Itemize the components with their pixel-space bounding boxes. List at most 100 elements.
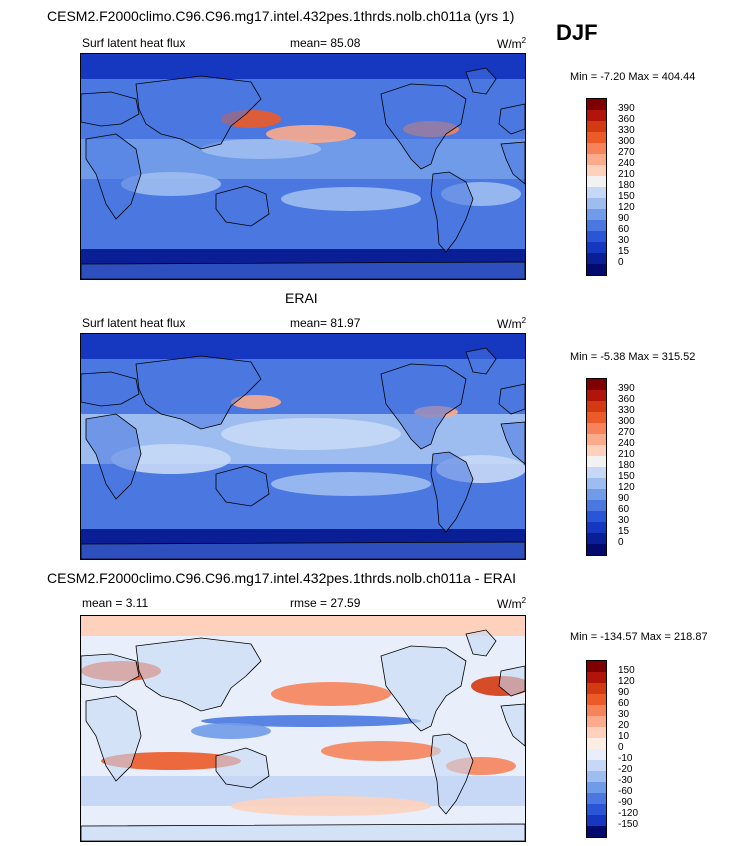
colorbar-tick-label: 0 xyxy=(618,257,624,268)
coastline xyxy=(430,171,474,253)
colorbar-swatch xyxy=(587,412,606,423)
colorbar-tick-label: 10 xyxy=(618,731,630,742)
colorbar-swatch xyxy=(587,705,606,716)
colorbar-tick-label: 90 xyxy=(618,687,630,698)
colorbar-tick-label: 390 xyxy=(618,103,635,114)
colorbar-tick-label: 360 xyxy=(618,394,635,405)
colorbar-swatch xyxy=(587,264,606,275)
colorbar-swatch xyxy=(587,489,606,500)
colorbar-tick-label: -30 xyxy=(618,775,633,786)
colorbar-swatch xyxy=(587,401,606,412)
colorbar-swatch xyxy=(587,716,606,727)
colorbar-tick-label: 90 xyxy=(618,213,630,224)
colorbar-tick-label: 240 xyxy=(618,158,635,169)
panel2-variable-label: Surf latent heat flux xyxy=(82,316,186,330)
colorbar-tick-label: -10 xyxy=(618,753,633,764)
coastline xyxy=(81,653,140,689)
coastline xyxy=(135,75,262,150)
panel3-colorbar xyxy=(586,660,607,838)
panel2-map xyxy=(80,333,526,560)
panel1-title: CESM2.F2000climo.C96.C96.mg17.intel.432p… xyxy=(47,8,515,24)
colorbar-swatch xyxy=(587,683,606,694)
coastline xyxy=(81,91,140,127)
flux-region xyxy=(271,472,431,496)
colorbar-swatch xyxy=(587,165,606,176)
colorbar-swatch xyxy=(587,154,606,165)
colorbar-swatch xyxy=(587,782,606,793)
coastline xyxy=(81,541,525,559)
panel3-units: W/m2 xyxy=(497,596,527,611)
coastline xyxy=(500,421,525,465)
colorbar-swatch xyxy=(587,694,606,705)
coastline xyxy=(498,103,525,135)
coastline xyxy=(215,465,270,507)
colorbar-tick-label: -60 xyxy=(618,786,633,797)
colorbar-swatch xyxy=(587,456,606,467)
colorbar-swatch xyxy=(587,110,606,121)
colorbar-swatch xyxy=(587,220,606,231)
colorbar-tick-label: -150 xyxy=(618,819,639,830)
colorbar-tick-label: 210 xyxy=(618,169,635,180)
panel3-map xyxy=(80,615,526,842)
colorbar-swatch xyxy=(587,132,606,143)
panel3-minmax: Min = -134.57 Max = 218.87 xyxy=(570,631,708,643)
colorbar-tick-label: -20 xyxy=(618,764,633,775)
coastline xyxy=(215,747,270,789)
coastline xyxy=(81,261,525,279)
colorbar-tick-label: 180 xyxy=(618,180,635,191)
colorbar-tick-label: 0 xyxy=(618,537,624,548)
coastline xyxy=(85,133,142,220)
coastline xyxy=(498,665,525,697)
colorbar-tick-label: 15 xyxy=(618,246,630,257)
panel2-mean-label: mean= 81.97 xyxy=(290,316,361,330)
panel1-mean-label: mean= 85.08 xyxy=(290,36,361,50)
flux-region xyxy=(201,715,421,727)
colorbar-tick-label: 270 xyxy=(618,147,635,158)
colorbar-swatch xyxy=(587,511,606,522)
colorbar-swatch xyxy=(587,771,606,782)
panel1-variable-label: Surf latent heat flux xyxy=(82,36,186,50)
colorbar-swatch xyxy=(587,804,606,815)
panel2-minmax: Min = -5.38 Max = 315.52 xyxy=(570,351,696,363)
colorbar-swatch xyxy=(587,738,606,749)
colorbar-swatch xyxy=(587,445,606,456)
colorbar-swatch xyxy=(587,423,606,434)
coastline xyxy=(380,83,467,170)
colorbar-swatch xyxy=(587,500,606,511)
colorbar-swatch xyxy=(587,826,606,837)
colorbar-swatch xyxy=(587,467,606,478)
colorbar-tick-label: 300 xyxy=(618,416,635,427)
coastline xyxy=(81,823,525,841)
colorbar-swatch xyxy=(587,379,606,390)
panel2-title: ERAI xyxy=(285,290,318,306)
colorbar-tick-label: -120 xyxy=(618,808,639,819)
flux-region xyxy=(221,418,401,450)
colorbar-tick-label: 20 xyxy=(618,720,630,731)
colorbar-tick-label: 120 xyxy=(618,202,635,213)
coastline xyxy=(430,733,474,815)
flux-region xyxy=(231,395,281,409)
colorbar-swatch xyxy=(587,390,606,401)
panel1-minmax: Min = -7.20 Max = 404.44 xyxy=(570,71,696,83)
panel1-colorbar xyxy=(586,98,607,276)
colorbar-swatch xyxy=(587,522,606,533)
coastline xyxy=(465,629,497,657)
colorbar-tick-label: 150 xyxy=(618,665,635,676)
colorbar-tick-label: -90 xyxy=(618,797,633,808)
colorbar-swatch xyxy=(587,198,606,209)
colorbar-tick-label: 120 xyxy=(618,676,635,687)
colorbar-tick-label: 150 xyxy=(618,471,635,482)
flux-region xyxy=(191,723,271,739)
colorbar-swatch xyxy=(587,727,606,738)
flux-region xyxy=(101,752,241,770)
flux-region xyxy=(231,796,431,816)
flux-region xyxy=(111,444,231,474)
colorbar-tick-label: 60 xyxy=(618,698,630,709)
panel3-title: CESM2.F2000climo.C96.C96.mg17.intel.432p… xyxy=(47,570,516,586)
colorbar-tick-label: 60 xyxy=(618,224,630,235)
panel1-units: W/m2 xyxy=(497,36,527,51)
coastline xyxy=(85,413,142,500)
coastline xyxy=(215,185,270,227)
panel3-mean-label: mean = 3.11 xyxy=(82,596,149,610)
coastline xyxy=(500,141,525,185)
